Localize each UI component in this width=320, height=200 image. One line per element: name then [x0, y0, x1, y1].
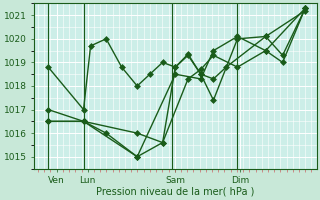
- X-axis label: Pression niveau de la mer( hPa ): Pression niveau de la mer( hPa ): [96, 187, 254, 197]
